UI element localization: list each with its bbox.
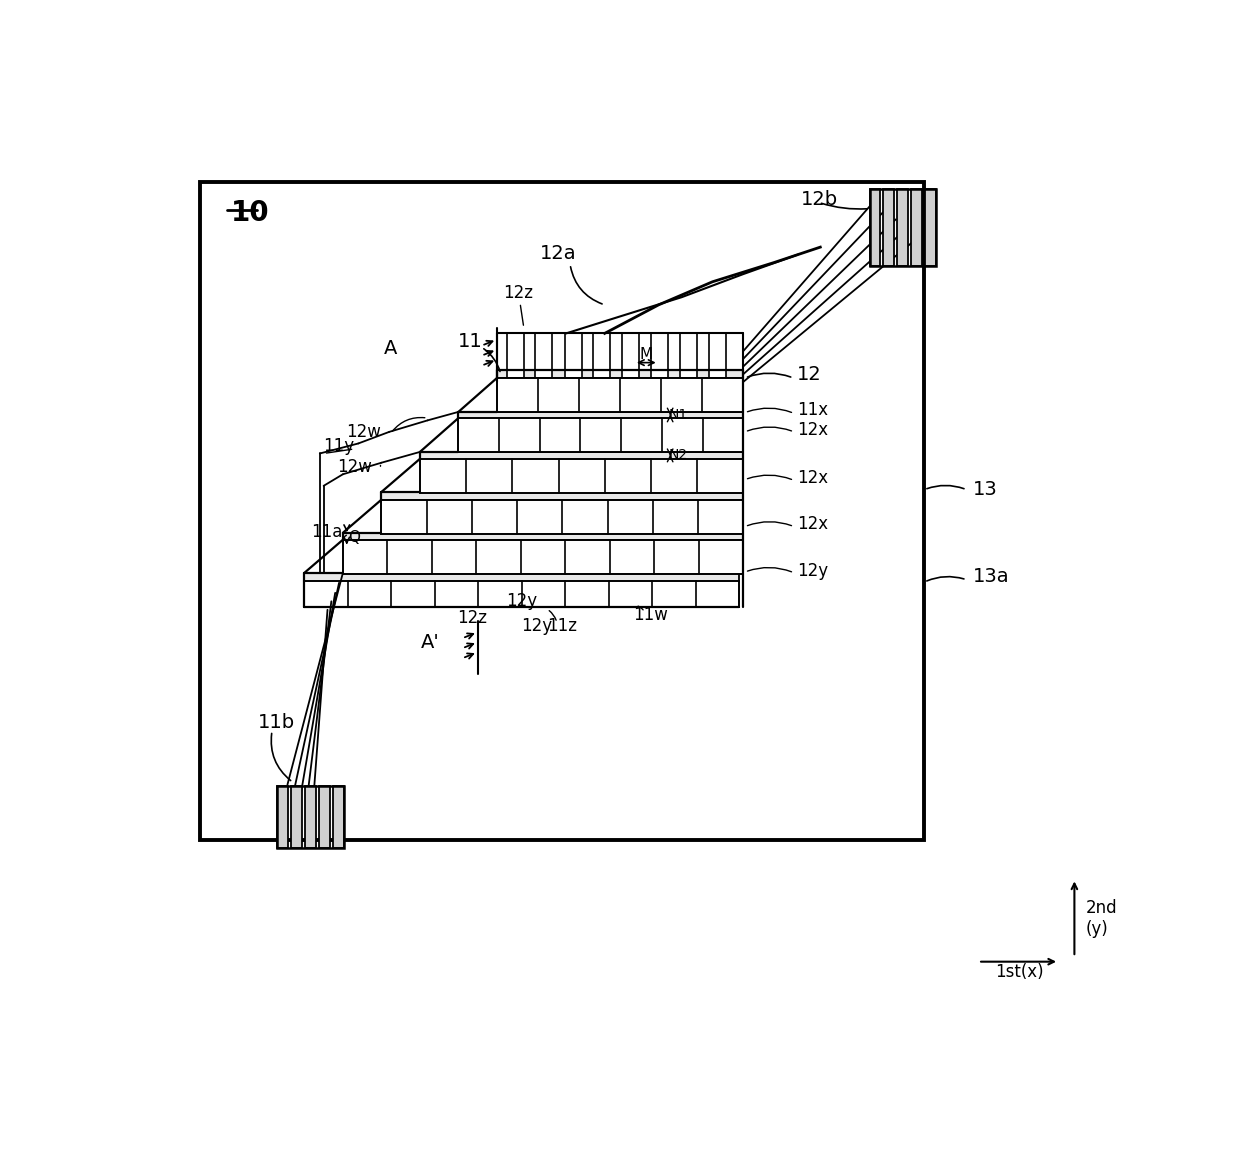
Bar <box>459 412 743 419</box>
Bar <box>564 333 582 378</box>
Bar <box>869 189 880 266</box>
Text: 12x: 12x <box>797 421 828 439</box>
Text: 11x: 11x <box>797 402 828 419</box>
Bar <box>278 786 288 848</box>
Text: 1st(x): 1st(x) <box>994 964 1043 981</box>
Bar <box>651 333 668 378</box>
Bar <box>869 189 936 266</box>
Text: A': A' <box>420 634 439 652</box>
Text: 12: 12 <box>797 365 822 383</box>
Bar <box>304 580 739 607</box>
Text: 11w: 11w <box>634 606 668 625</box>
Text: 12z: 12z <box>458 610 487 627</box>
Bar <box>304 572 739 582</box>
Bar <box>343 540 743 574</box>
Bar <box>593 333 610 378</box>
Text: 12y: 12y <box>506 592 537 611</box>
Bar <box>708 333 725 378</box>
Bar <box>925 189 936 266</box>
Bar <box>911 189 921 266</box>
Bar <box>382 499 743 534</box>
Text: M: M <box>640 347 652 362</box>
Bar <box>622 333 640 378</box>
Bar <box>291 786 303 848</box>
Bar <box>278 786 343 848</box>
Text: 12y: 12y <box>521 616 553 635</box>
Text: 11z: 11z <box>547 616 578 635</box>
Text: 12w: 12w <box>346 423 382 441</box>
Bar <box>319 786 330 848</box>
Text: 12x: 12x <box>797 469 828 488</box>
Text: 11a: 11a <box>311 522 343 541</box>
Text: A: A <box>383 339 397 359</box>
Text: 12a: 12a <box>541 244 577 262</box>
Text: 12y: 12y <box>797 562 828 579</box>
Bar <box>332 786 343 848</box>
Text: 12w: 12w <box>337 457 372 476</box>
Bar <box>201 181 924 841</box>
Text: 11: 11 <box>458 332 482 351</box>
Bar <box>305 786 316 848</box>
Text: 13a: 13a <box>972 568 1009 586</box>
Bar <box>536 333 552 378</box>
Text: 11y: 11y <box>324 437 355 455</box>
Bar <box>507 333 523 378</box>
Text: 10: 10 <box>231 200 270 228</box>
Bar <box>883 189 894 266</box>
Bar <box>382 492 743 499</box>
Text: 12x: 12x <box>797 515 828 533</box>
Bar <box>420 459 743 492</box>
Text: N2: N2 <box>668 448 687 462</box>
Bar <box>898 189 908 266</box>
Bar <box>420 452 743 460</box>
Text: 12b: 12b <box>801 190 838 209</box>
Text: 2nd
(y): 2nd (y) <box>1086 899 1117 938</box>
Bar <box>343 533 743 541</box>
Bar <box>497 378 743 412</box>
Bar <box>497 370 743 378</box>
Text: 13: 13 <box>972 481 997 499</box>
Bar <box>681 333 697 378</box>
Bar <box>459 418 743 452</box>
Text: Q: Q <box>348 529 361 545</box>
Text: 12z: 12z <box>503 284 533 302</box>
Text: 11b: 11b <box>258 714 295 733</box>
Text: N1: N1 <box>668 408 687 421</box>
